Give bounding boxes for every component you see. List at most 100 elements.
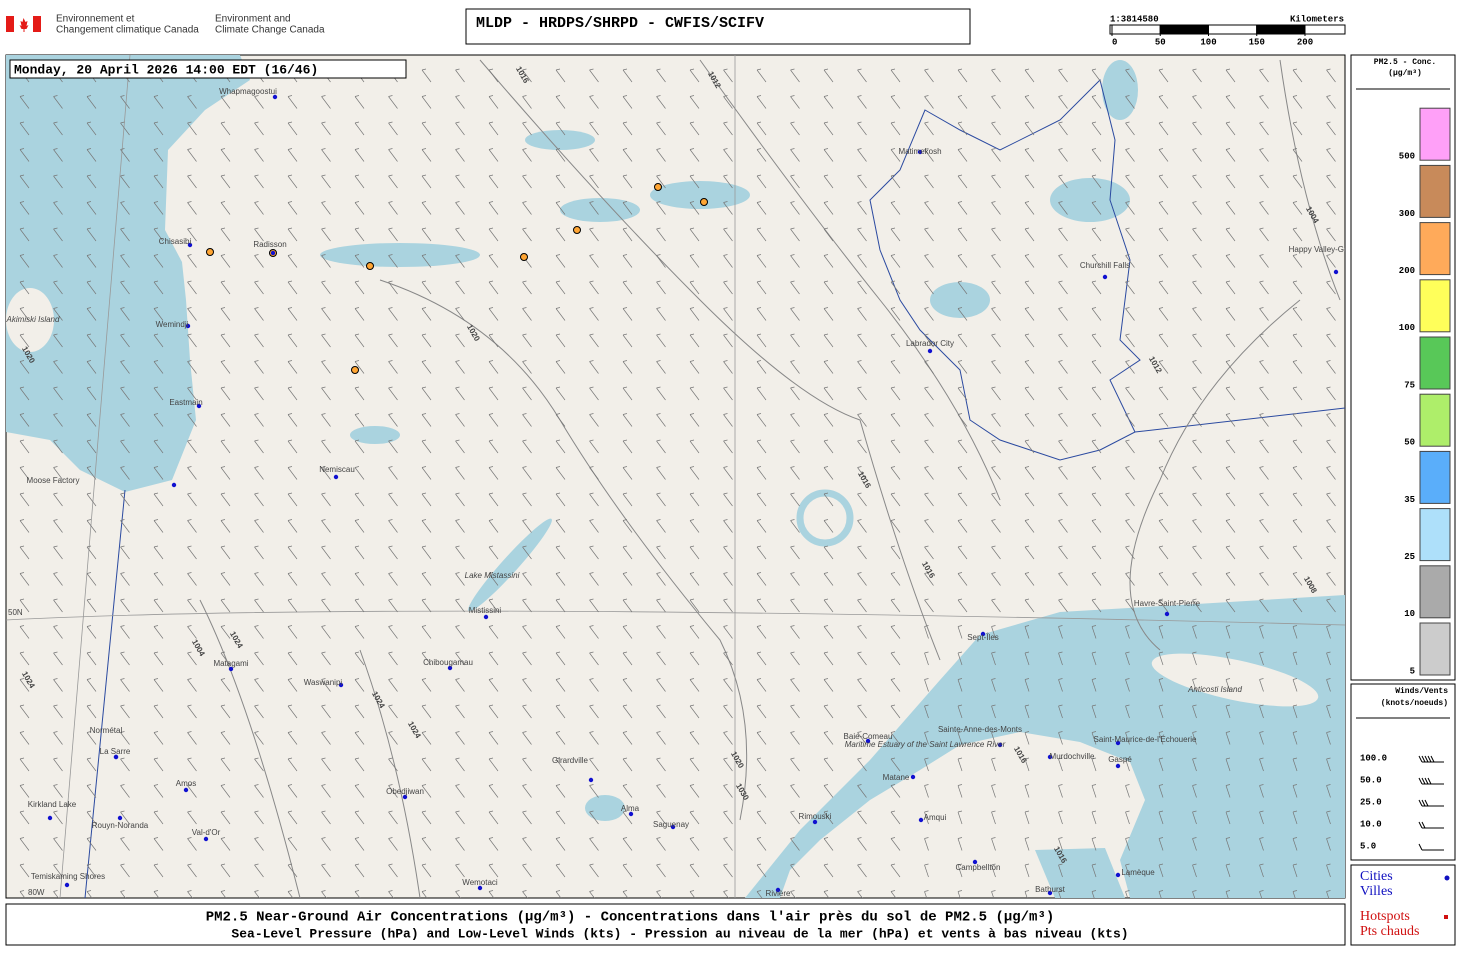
agency-fr: Environnement et: [56, 14, 135, 25]
city-label: Val-d'Or: [192, 828, 221, 837]
timestamp-box: [9, 59, 407, 79]
city-label: Moose Factory: [27, 476, 80, 485]
lake: [350, 426, 400, 444]
city-label: Radisson: [253, 240, 286, 249]
city-label: Temiskaming Shores: [31, 872, 105, 881]
city-label: Mistissini: [469, 606, 502, 615]
lake: [468, 518, 552, 612]
graticule-line: [6, 55, 1345, 898]
cities-label: Villes: [1360, 884, 1393, 899]
city-label: Amos: [176, 779, 196, 788]
scale-ratio: 1:3814580: [1110, 14, 1159, 24]
city-label: Waswanipi: [304, 678, 343, 687]
legend-title: Winds/Vents: [1395, 687, 1448, 696]
city-label: Amqui: [924, 813, 947, 822]
hotspots: [206, 183, 708, 374]
city-dot: [918, 817, 924, 823]
city-dot: [477, 885, 483, 891]
city-label: Matagami: [213, 659, 248, 668]
pm-label: 5: [1410, 666, 1415, 676]
wind-symbol: [1418, 777, 1444, 785]
city-label: Baie-Comeau: [844, 732, 893, 741]
pm-scale: 5 10 25 35 50 75 100 200 300 500: [1399, 107, 1451, 676]
city-dot: [333, 474, 339, 480]
city-dot: [402, 794, 408, 800]
city-dot: [338, 682, 344, 688]
hudson-bay: [6, 55, 250, 492]
city-label: Saguenay: [653, 820, 689, 829]
hotspots-label: Pts chauds: [1360, 924, 1420, 939]
lake: [585, 795, 625, 821]
pm-swatch: [1419, 279, 1451, 333]
pm-swatch: [1419, 393, 1451, 447]
place-label: Anticosti Island: [1187, 685, 1242, 694]
city-dot: [775, 887, 781, 893]
city-dot: [1047, 754, 1053, 760]
city-dot: [588, 777, 594, 783]
city-dot: [1115, 872, 1121, 878]
wind-label: 100.0: [1360, 753, 1387, 763]
hotspot: [700, 198, 708, 206]
pm-swatch: [1419, 622, 1451, 676]
agency-en: Climate Change Canada: [215, 25, 325, 36]
agency-en: Environment and: [215, 14, 291, 25]
city-label: Matimekosh: [898, 147, 941, 156]
pm-label: 200: [1399, 266, 1415, 276]
city-dot: [865, 738, 871, 744]
scale-segment: [1256, 24, 1306, 35]
scale-label: 200: [1297, 37, 1313, 47]
city-label: Murdochville: [1050, 752, 1095, 761]
city-dot: [1115, 763, 1121, 769]
pm-swatch: [1419, 107, 1451, 161]
city-label: Sept-Îles: [967, 633, 999, 642]
city-label: Campbellton: [956, 863, 1001, 872]
pm-swatch: [1419, 508, 1451, 562]
caption-box: [5, 903, 1346, 946]
wind-symbol: [1418, 821, 1444, 829]
pm-label: 50: [1404, 438, 1415, 448]
pm-swatch: [1419, 565, 1451, 619]
chaleur-bay: [1035, 848, 1125, 898]
isobar: [199, 59, 1341, 898]
city-label: La Sarre: [100, 747, 131, 756]
city-dot: [203, 836, 209, 842]
logo: [6, 16, 41, 32]
hotspot: [654, 183, 662, 191]
city-label: Chibougamau: [423, 658, 473, 667]
place-label: Akimiski Island: [6, 315, 60, 324]
lake: [320, 243, 480, 267]
hotspot: [206, 248, 214, 256]
cities: Whapmagoostui Chisasibi Radisson Wemindji Ea…: [6, 65, 1378, 898]
city-label: Normétal: [90, 726, 123, 735]
pm-label: 75: [1404, 380, 1415, 390]
lake: [1050, 178, 1130, 222]
hotspot: [520, 253, 528, 261]
agency-fr: Changement climatique Canada: [56, 25, 199, 36]
wind-label: 50.0: [1360, 775, 1382, 785]
legend-title: (knots/noeuds): [1381, 699, 1448, 708]
symbol-legend: [1350, 864, 1456, 946]
pm-label: 35: [1404, 495, 1415, 505]
city-label: Kirkland Lake: [28, 800, 77, 809]
city-symbol: [1444, 875, 1450, 881]
city-label: Whapmagoostui: [219, 87, 277, 96]
city-dot: [1115, 740, 1121, 746]
title: MLDP - HRDPS/SHRPD - CWFIS/SCIFV: [476, 15, 764, 32]
scale-label: 150: [1249, 37, 1265, 47]
city-dot: [917, 149, 923, 155]
city-dot: [1333, 269, 1339, 275]
city-label: Churchill Falls: [1080, 261, 1130, 270]
lake: [930, 282, 990, 318]
city-dot: [1047, 890, 1053, 896]
graticule-label: 50N: [8, 608, 23, 617]
city-dot: [64, 882, 70, 888]
city-label: Happy Valley-Goose Bay: [1289, 245, 1378, 254]
wind-label: 10.0: [1360, 819, 1382, 829]
provincial-border: [84, 489, 126, 898]
city-label: Lamèque: [1121, 868, 1155, 877]
city-label: Rivière: [766, 889, 791, 898]
place-label: Maritime Estuary of the Saint Lawrence R…: [845, 740, 1006, 749]
city-label: Alma: [621, 804, 640, 813]
city-dot: [47, 815, 53, 821]
